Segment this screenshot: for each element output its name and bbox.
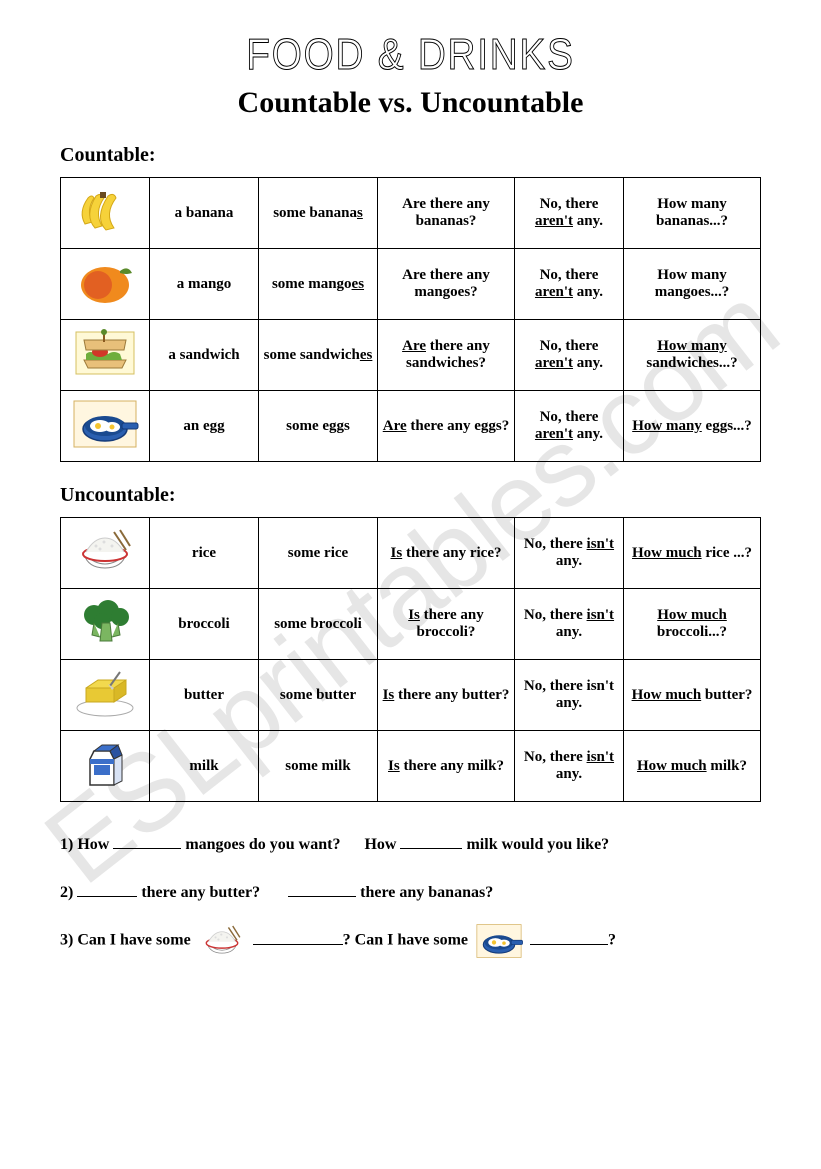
question-3: 3) Can I have some ? Can I have some ?: [60, 919, 761, 963]
table-row: broccolisome broccoliIs there any brocco…: [61, 589, 761, 660]
some-cell: some broccoli: [259, 589, 378, 660]
negative-cell: No, there aren't any.: [515, 178, 624, 249]
some-cell: some eggs: [259, 391, 378, 462]
blank-input[interactable]: [77, 881, 137, 896]
howmuch-cell: How many eggs...?: [624, 391, 761, 462]
negative-cell: No, there aren't any.: [515, 320, 624, 391]
q2b-post: there any bananas?: [356, 884, 493, 901]
question-cell: Is there any butter?: [378, 660, 515, 731]
questions-block: 1) How mangoes do you want? How milk wou…: [60, 824, 761, 963]
howmuch-cell: How much milk?: [624, 731, 761, 802]
page-title: FOOD & DRINKS: [102, 30, 719, 80]
egg-icon: [474, 919, 524, 963]
q2-label: 2): [60, 884, 77, 901]
negative-cell: No, there isn't any.: [515, 731, 624, 802]
q3-pre: 3) Can I have some: [60, 932, 195, 949]
negative-cell: No, there isn't any.: [515, 518, 624, 589]
butter-icon: [61, 660, 150, 731]
blank-input[interactable]: [253, 929, 343, 944]
uncountable-table: ricesome riceIs there any rice?No, there…: [60, 517, 761, 802]
question-cell: Is there any broccoli?: [378, 589, 515, 660]
howmuch-cell: How many mangoes...?: [624, 249, 761, 320]
uncountable-label: Uncountable:: [60, 484, 761, 507]
howmuch-cell: How much broccoli...?: [624, 589, 761, 660]
singular-cell: broccoli: [150, 589, 259, 660]
q1a-post: mangoes do you want?: [181, 836, 340, 853]
page-container: FOOD & DRINKS Countable vs. Uncountable …: [0, 0, 821, 963]
table-row: a mangosome mangoesAre there any mangoes…: [61, 249, 761, 320]
milk-icon: [61, 731, 150, 802]
howmuch-cell: How much butter?: [624, 660, 761, 731]
question-cell: Are there any sandwiches?: [378, 320, 515, 391]
singular-cell: butter: [150, 660, 259, 731]
table-row: an eggsome eggsAre there any eggs?No, th…: [61, 391, 761, 462]
question-cell: Are there any bananas?: [378, 178, 515, 249]
question-2: 2) there any butter? there any bananas?: [60, 872, 761, 914]
table-row: buttersome butterIs there any butter?No,…: [61, 660, 761, 731]
table-row: ricesome riceIs there any rice?No, there…: [61, 518, 761, 589]
howmuch-cell: How many bananas...?: [624, 178, 761, 249]
q1a-pre: 1) How: [60, 836, 113, 853]
some-cell: some rice: [259, 518, 378, 589]
blank-input[interactable]: [530, 929, 608, 944]
blank-input[interactable]: [288, 881, 356, 896]
q1b-post: milk would you like?: [462, 836, 609, 853]
q3-end: ?: [608, 932, 616, 949]
singular-cell: a sandwich: [150, 320, 259, 391]
negative-cell: No, there isn't any.: [515, 660, 624, 731]
q1b-pre: How: [364, 836, 400, 853]
question-cell: Are there any mangoes?: [378, 249, 515, 320]
negative-cell: No, there aren't any.: [515, 391, 624, 462]
singular-cell: rice: [150, 518, 259, 589]
egg-icon: [61, 391, 150, 462]
bananas-icon: [61, 178, 150, 249]
howmuch-cell: How much rice ...?: [624, 518, 761, 589]
page-subtitle: Countable vs. Uncountable: [60, 86, 761, 120]
blank-input[interactable]: [113, 834, 181, 849]
some-cell: some butter: [259, 660, 378, 731]
sandwich-icon: [61, 320, 150, 391]
singular-cell: a mango: [150, 249, 259, 320]
singular-cell: milk: [150, 731, 259, 802]
table-row: a bananasome bananasAre there any banana…: [61, 178, 761, 249]
question-1: 1) How mangoes do you want? How milk wou…: [60, 824, 761, 866]
some-cell: some sandwiches: [259, 320, 378, 391]
table-row: a sandwichsome sandwichesAre there any s…: [61, 320, 761, 391]
q2a-post: there any butter?: [137, 884, 260, 901]
table-row: milksome milkIs there any milk?No, there…: [61, 731, 761, 802]
countable-table: a bananasome bananasAre there any banana…: [60, 177, 761, 462]
question-cell: Are there any eggs?: [378, 391, 515, 462]
q3-mid: ? Can I have some: [343, 932, 472, 949]
question-cell: Is there any rice?: [378, 518, 515, 589]
howmuch-cell: How many sandwiches...?: [624, 320, 761, 391]
question-cell: Is there any milk?: [378, 731, 515, 802]
rice-icon: [197, 919, 247, 963]
countable-label: Countable:: [60, 144, 761, 167]
some-cell: some bananas: [259, 178, 378, 249]
negative-cell: No, there aren't any.: [515, 249, 624, 320]
some-cell: some mangoes: [259, 249, 378, 320]
rice-icon: [61, 518, 150, 589]
broccoli-icon: [61, 589, 150, 660]
mango-icon: [61, 249, 150, 320]
singular-cell: an egg: [150, 391, 259, 462]
singular-cell: a banana: [150, 178, 259, 249]
blank-input[interactable]: [400, 834, 462, 849]
some-cell: some milk: [259, 731, 378, 802]
negative-cell: No, there isn't any.: [515, 589, 624, 660]
